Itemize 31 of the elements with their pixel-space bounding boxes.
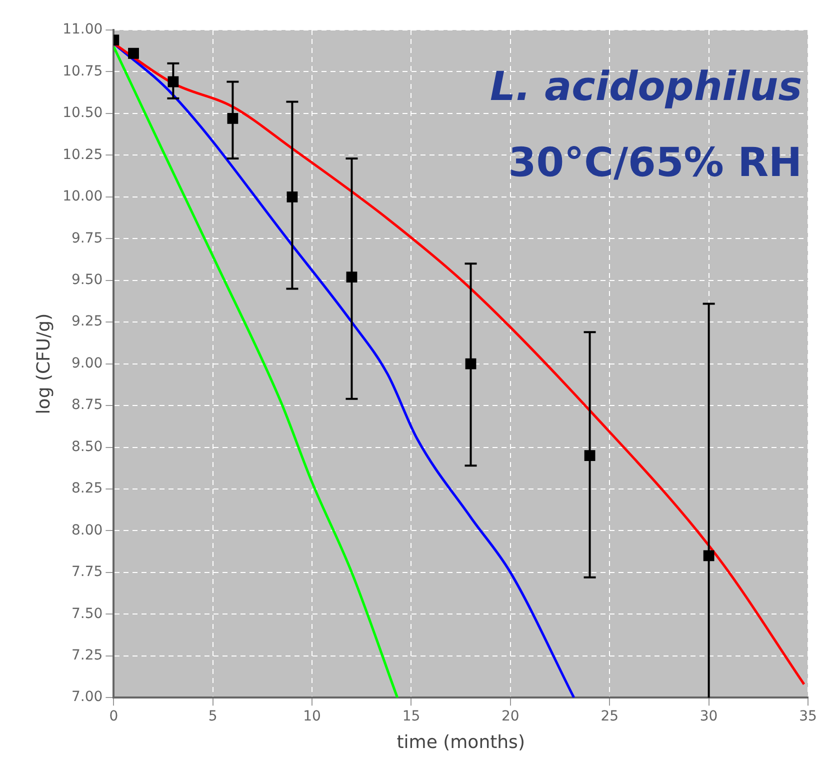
y-tick-label: 8.75 [72,397,103,414]
y-tick-label: 8.25 [72,480,103,497]
y-tick-label: 10.75 [62,63,103,80]
x-tick-label: 15 [402,708,420,725]
x-tick-label: 30 [700,708,718,725]
y-axis-title: log (CFU/g) [33,313,54,414]
x-tick-label: 20 [502,708,520,725]
x-tick-label: 25 [600,708,619,725]
x-tick-label: 10 [303,708,321,725]
annotation: L. acidophilus [490,64,802,110]
x-tick-label: 5 [208,708,218,725]
x-tick-label: 0 [109,708,118,725]
line-series [114,45,399,698]
x-tick-label: 35 [799,708,817,725]
y-tick-label: 10.25 [62,146,103,163]
y-tick-label: 8.50 [72,438,103,455]
y-tick-label: 7.75 [72,564,103,580]
y-tick-label: 7.00 [72,689,103,706]
y-tick-label: 9.75 [72,230,103,246]
y-tick-label: 8.00 [72,522,103,538]
y-tick-label: 9.25 [72,314,103,330]
point [128,48,139,59]
y-tick-label: 9.00 [72,355,103,372]
annotation: 30°C/65% RH [508,140,802,186]
y-tick-label: 7.50 [72,606,103,622]
y-tick-label: 10.00 [62,188,103,205]
y-tick-label: 11.00 [62,22,103,38]
y-tick-label: 7.25 [72,648,103,664]
x-axis-title: time (months) [396,732,525,753]
y-tick-label: 10.50 [62,105,103,122]
y-tick-label: 9.50 [72,272,103,288]
